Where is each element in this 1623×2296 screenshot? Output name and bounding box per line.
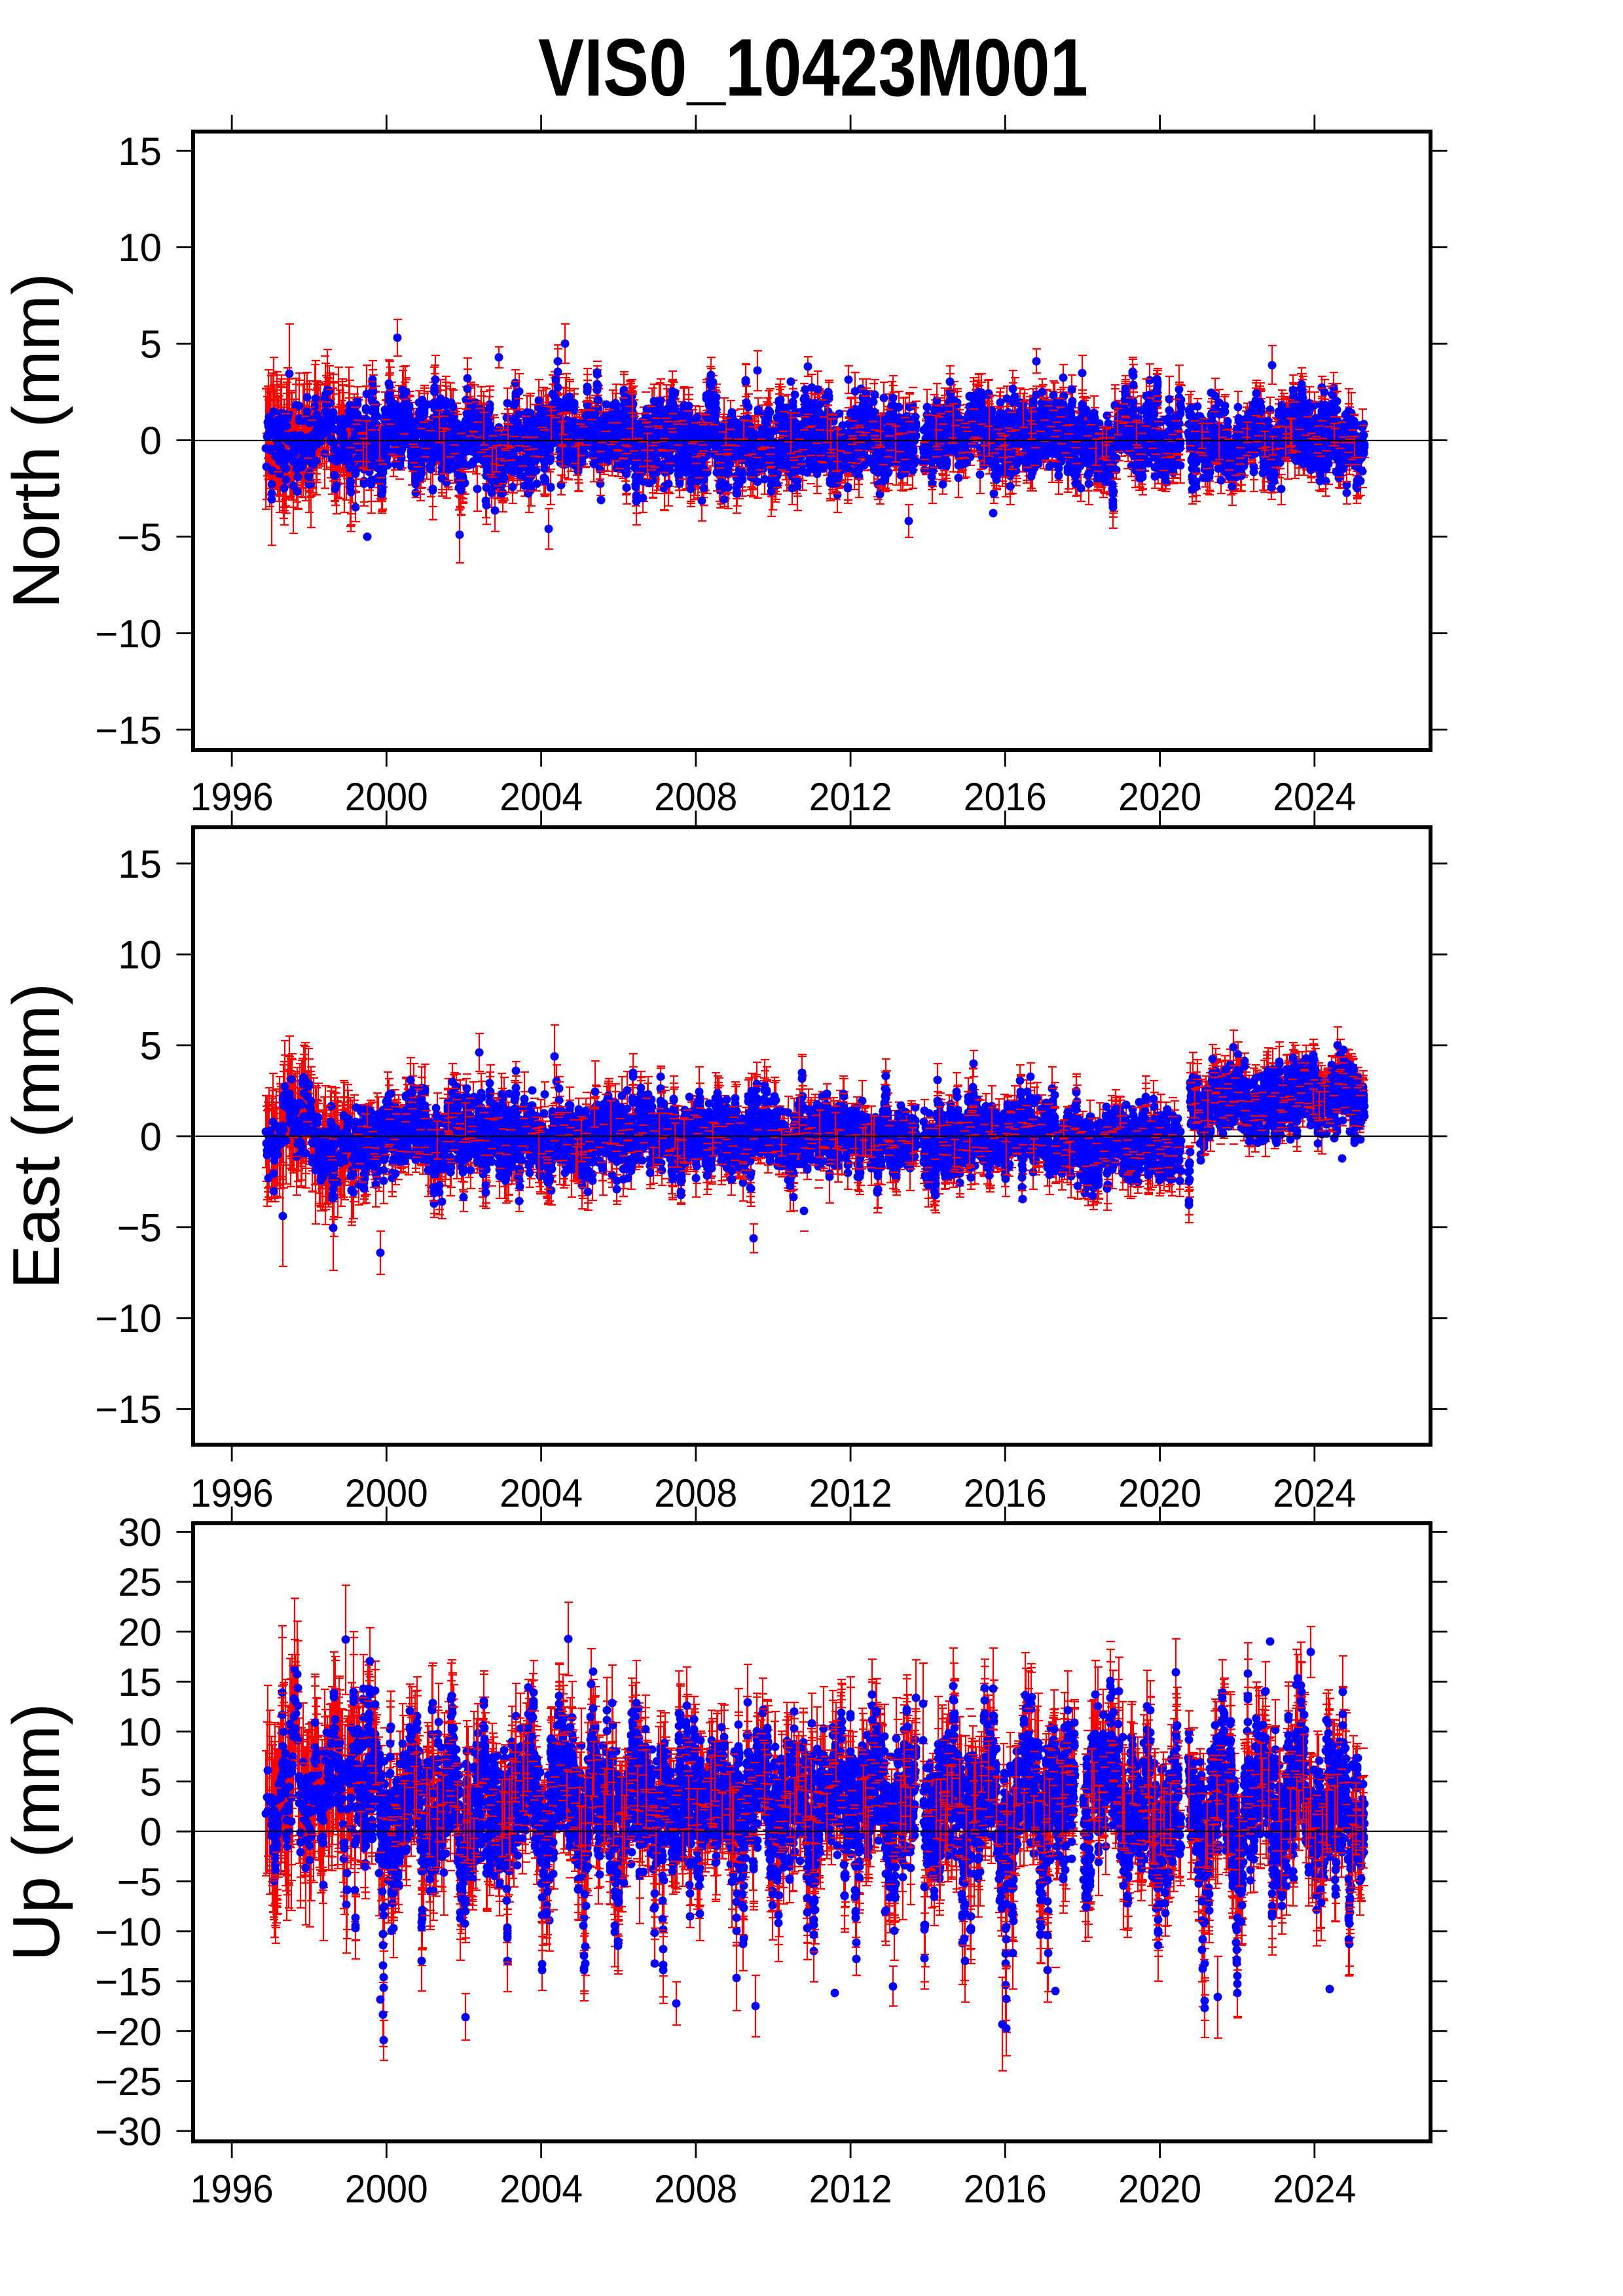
- svg-text:10: 10: [118, 226, 162, 270]
- svg-text:2000: 2000: [345, 2167, 428, 2211]
- svg-text:2020: 2020: [1118, 1471, 1201, 1515]
- svg-text:Up (mm): Up (mm): [0, 1703, 73, 1962]
- svg-text:−15: −15: [95, 1388, 162, 1431]
- svg-text:2016: 2016: [964, 1471, 1047, 1515]
- svg-text:2016: 2016: [964, 2167, 1047, 2211]
- svg-text:North (mm): North (mm): [0, 273, 73, 609]
- svg-text:2008: 2008: [654, 775, 737, 819]
- svg-text:2020: 2020: [1118, 2167, 1201, 2211]
- svg-text:−15: −15: [95, 1960, 162, 2004]
- svg-text:2012: 2012: [809, 775, 892, 819]
- svg-text:15: 15: [118, 1660, 162, 1704]
- svg-text:2008: 2008: [654, 2167, 737, 2211]
- svg-text:2000: 2000: [345, 1471, 428, 1515]
- svg-text:2008: 2008: [654, 1471, 737, 1515]
- svg-text:−25: −25: [95, 2060, 162, 2104]
- svg-text:−10: −10: [95, 612, 162, 656]
- svg-text:2024: 2024: [1273, 775, 1356, 819]
- svg-text:25: 25: [118, 1560, 162, 1604]
- svg-text:5: 5: [140, 1760, 162, 1804]
- svg-text:0: 0: [140, 419, 162, 463]
- svg-text:−30: −30: [95, 2109, 162, 2153]
- svg-text:−5: −5: [117, 1206, 162, 1249]
- svg-text:1996: 1996: [191, 1471, 274, 1515]
- svg-text:East (mm): East (mm): [0, 983, 73, 1289]
- svg-text:1996: 1996: [191, 775, 274, 819]
- svg-text:0: 0: [140, 1810, 162, 1854]
- svg-text:15: 15: [118, 130, 162, 173]
- svg-text:VIS0_10423M001: VIS0_10423M001: [538, 22, 1088, 113]
- svg-text:5: 5: [140, 323, 162, 367]
- svg-text:−5: −5: [117, 516, 162, 560]
- svg-text:2004: 2004: [500, 1471, 583, 1515]
- svg-text:5: 5: [140, 1024, 162, 1068]
- svg-text:15: 15: [118, 842, 162, 886]
- svg-text:2024: 2024: [1273, 1471, 1356, 1515]
- svg-text:2012: 2012: [809, 2167, 892, 2211]
- svg-text:10: 10: [118, 1710, 162, 1754]
- svg-text:30: 30: [118, 1511, 162, 1554]
- svg-text:2016: 2016: [964, 775, 1047, 819]
- svg-text:20: 20: [118, 1611, 162, 1655]
- svg-text:2020: 2020: [1118, 775, 1201, 819]
- svg-text:0: 0: [140, 1115, 162, 1159]
- svg-text:10: 10: [118, 933, 162, 977]
- svg-text:2000: 2000: [345, 775, 428, 819]
- svg-text:−10: −10: [95, 1910, 162, 1954]
- svg-text:2004: 2004: [500, 775, 583, 819]
- svg-text:1996: 1996: [191, 2167, 274, 2211]
- svg-text:−5: −5: [117, 1860, 162, 1904]
- svg-text:−10: −10: [95, 1297, 162, 1340]
- svg-text:2004: 2004: [500, 2167, 583, 2211]
- svg-text:2024: 2024: [1273, 2167, 1356, 2211]
- svg-text:−20: −20: [95, 2010, 162, 2054]
- svg-text:−15: −15: [95, 708, 162, 752]
- svg-text:2012: 2012: [809, 1471, 892, 1515]
